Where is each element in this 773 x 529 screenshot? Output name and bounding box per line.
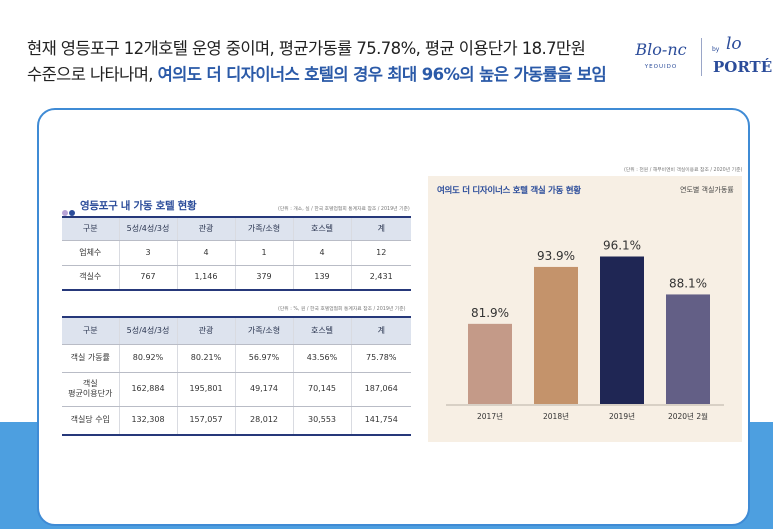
table-cell: 70,145	[292, 372, 351, 407]
table-header-cell: 계	[350, 217, 411, 241]
table-section-title: 영등포구 내 가동 호텔 현황	[80, 200, 197, 212]
la-porte-by-text: by	[712, 46, 720, 53]
table-cell: 49,174	[234, 372, 293, 407]
la-porte-logo-la: lo	[726, 34, 742, 54]
table-header-cell: 5성/4성/3성	[118, 217, 177, 241]
table-cell: 30,553	[292, 406, 351, 436]
table-cell: 379	[234, 265, 293, 291]
table-cell: 43.56%	[292, 344, 351, 373]
bar-value-label: 88.1%	[669, 276, 707, 290]
section-bullet-icon	[62, 201, 76, 220]
table-cell: 12	[350, 240, 411, 266]
table1-unit-note: (단위 : 개소, 실 / 한국 호텔업협회 통계자료 참조 / 2019년 기…	[278, 207, 410, 212]
la-porte-logo-porte: PORTÉ	[713, 58, 773, 76]
table-row: 객실수 767 1,146 379 139 2,431	[62, 265, 411, 291]
table-cell: 162,884	[118, 372, 177, 407]
table-cell: 195,801	[176, 372, 235, 407]
table-cell: 4	[292, 240, 351, 266]
table-cell: 4	[176, 240, 235, 266]
bar-1	[534, 266, 578, 404]
table-row-label: 객실당 수입	[62, 406, 119, 436]
table-row: 객실 평균이용단가 162,884 195,801 49,174 70,145 187,0…	[62, 372, 411, 407]
x-tick-label: 2019년	[609, 411, 635, 421]
table-header-cell: 구분	[62, 317, 119, 345]
table-row-label: 객실수	[62, 265, 119, 291]
headline: 현재 영등포구 12개호텔 운영 중이며, 평균가동률 75.78%, 평균 이…	[27, 36, 627, 88]
bar-value-label: 81.9%	[471, 306, 509, 320]
table-cell: 1,146	[176, 265, 235, 291]
table-cell: 187,064	[350, 372, 411, 407]
table-cell: 1	[234, 240, 293, 266]
headline-line-2: 수준으로 나타나며, 여의도 더 디자이너스 호텔의 경우 최대 96%의 높은…	[27, 62, 627, 88]
table-header-cell: 관광	[176, 217, 235, 241]
table-cell: 56.97%	[234, 344, 293, 373]
table-cell: 767	[118, 265, 177, 291]
table-cell: 75.78%	[350, 344, 411, 373]
headline-line-1: 현재 영등포구 12개호텔 운영 중이며, 평균가동률 75.78%, 평균 이…	[27, 39, 586, 58]
bar-value-label: 93.9%	[537, 249, 575, 263]
table-cell: 80.92%	[118, 344, 177, 373]
table-row-label: 객실 평균이용단가	[62, 372, 119, 407]
table-cell: 28,012	[234, 406, 293, 436]
logo-divider	[701, 38, 702, 76]
bar-0	[468, 323, 512, 404]
x-tick-label: 2018년	[543, 411, 569, 421]
bar-value-label: 96.1%	[603, 238, 641, 252]
bar-3	[666, 294, 710, 404]
hotel-count-table: 구분 5성/4성/3성 관광 가족/소형 호스텔 계 업체수 3 4 1 4 12 객실수 767 1,1…	[62, 216, 411, 291]
table-header-cell: 호스텔	[292, 217, 351, 241]
table-cell: 2,431	[350, 265, 411, 291]
bar-2	[600, 256, 644, 404]
table-header-cell: 가족/소형	[234, 317, 293, 345]
chart-source-note: (단위 : 천원 / 해부비엔비 객실이용료 참조 / 2020년 기준)	[624, 168, 743, 173]
table-row-label: 업체수	[62, 240, 119, 266]
table-header-cell: 계	[350, 317, 411, 345]
x-tick-label: 2020년 2월	[668, 411, 708, 421]
table-cell: 141,754	[350, 406, 411, 436]
table-cell: 132,308	[118, 406, 177, 436]
table-cell: 139	[292, 265, 351, 291]
table-row: 객실 가동률 80.92% 80.21% 56.97% 43.56% 75.78%	[62, 344, 411, 373]
table2-unit-note: (단위 : %, 원 / 한국 호텔업협회 통계자료 참조 / 2019년 기준…	[278, 307, 406, 312]
table-header-cell: 구분	[62, 217, 119, 241]
occupancy-bar-chart: 81.9% 2017년 93.9% 2018년 96.1% 2019년 88.1% 2020년…	[446, 238, 724, 421]
table-row: 업체수 3 4 1 4 12	[62, 240, 411, 266]
table-cell: 3	[118, 240, 177, 266]
headline-highlight: 여의도 더 디자이너스 호텔의 경우 최대 96%의 높은 가동률을 보임	[157, 65, 607, 84]
table-header-cell: 호스텔	[292, 317, 351, 345]
table-header-cell: 관광	[176, 317, 235, 345]
table-cell: 80.21%	[176, 344, 235, 373]
blanc-logo-subtext: YEOUIDO	[644, 64, 678, 70]
chart-subtitle: 연도별 객실가동률	[680, 186, 734, 194]
table-cell: 157,057	[176, 406, 235, 436]
table-header-cell: 5성/4성/3성	[118, 317, 177, 345]
blanc-logo: Blo-nc	[635, 40, 687, 59]
table-row-label: 객실 가동률	[62, 344, 119, 373]
hotel-performance-table: 구분 5성/4성/3성 관광 가족/소형 호스텔 계 객실 가동률 80.92% 80.21%…	[62, 316, 411, 436]
table-row: 객실당 수입 132,308 157,057 28,012 30,553 141,754	[62, 406, 411, 436]
headline-line-2-plain: 수준으로 나타나며,	[27, 65, 158, 84]
chart-title: 여의도 더 디자이너스 호텔 객실 가동 현황	[437, 186, 581, 196]
table-header-cell: 가족/소형	[234, 217, 293, 241]
x-tick-label: 2017년	[477, 411, 503, 421]
